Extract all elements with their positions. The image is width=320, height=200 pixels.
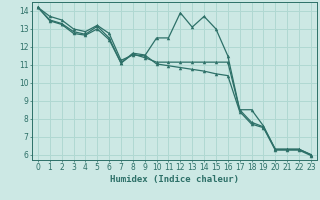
X-axis label: Humidex (Indice chaleur): Humidex (Indice chaleur) — [110, 175, 239, 184]
